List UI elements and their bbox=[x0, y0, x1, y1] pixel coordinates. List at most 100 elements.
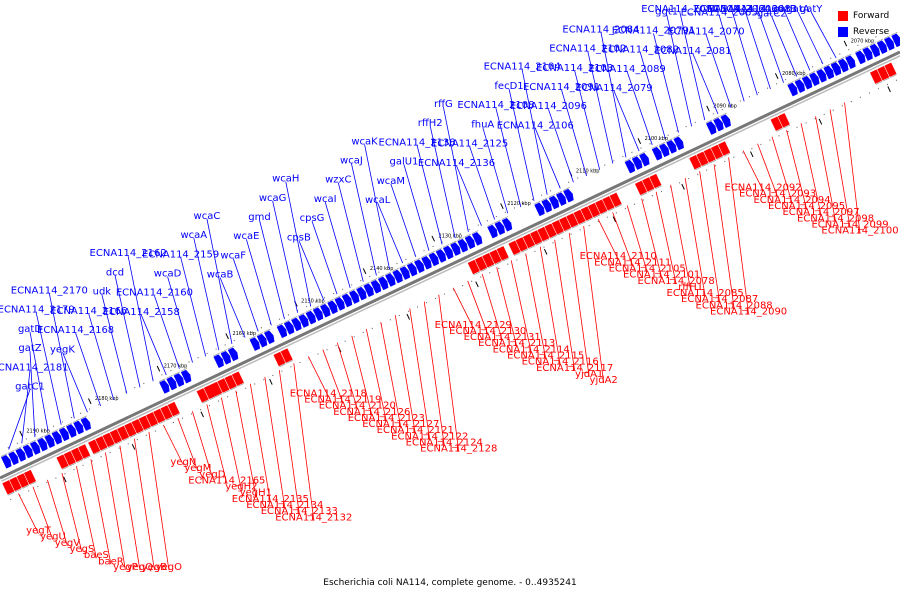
gene-label-text: yegQ bbox=[127, 562, 153, 573]
gene-label: yegQ bbox=[119, 445, 153, 573]
kbp-tick-label: 2110 kbp bbox=[576, 168, 600, 174]
gene-shadow bbox=[101, 447, 108, 452]
gene-shadow bbox=[276, 322, 284, 327]
reverse-gene bbox=[276, 324, 288, 339]
gene-label-text: ECNA114_2091 bbox=[523, 82, 600, 93]
reverse-gene bbox=[651, 146, 663, 161]
kbp-tick-label: 2090 kbp bbox=[713, 103, 737, 109]
gene-label: ECNA114_2124 bbox=[406, 301, 483, 449]
gene-label: ECNA114_2170 bbox=[11, 285, 88, 419]
gene-label-text: wcaM bbox=[377, 176, 405, 187]
gene-label: yegB bbox=[133, 438, 167, 573]
gene-shadow bbox=[8, 449, 15, 454]
gene-shadow bbox=[65, 422, 73, 427]
gene-label: ECNA114_2118 bbox=[290, 356, 367, 399]
reverse-gene bbox=[548, 195, 560, 210]
gene-shadow bbox=[230, 386, 237, 391]
kbp-tick: 2120 kbp bbox=[500, 201, 531, 210]
gene-label: ECNA114_2162 bbox=[90, 248, 167, 382]
reverse-gene bbox=[249, 337, 261, 351]
forward-gene bbox=[95, 436, 108, 451]
gene-label: ECNA114_2179 bbox=[0, 305, 75, 425]
gene-label-text: ECNA114_2159 bbox=[142, 249, 219, 260]
forward-gene bbox=[609, 192, 622, 208]
forward-gene bbox=[508, 240, 521, 256]
gene-label-text: ECNA114_20791 bbox=[612, 25, 696, 36]
reverse-gene bbox=[428, 252, 440, 267]
forward-gene bbox=[280, 348, 293, 363]
gene-shadow bbox=[495, 261, 502, 265]
gene-label-text: ECNA114_2098 bbox=[797, 213, 874, 224]
gene-shadow bbox=[844, 53, 852, 58]
gene-shadow bbox=[15, 446, 22, 450]
forward-gene bbox=[224, 374, 237, 390]
gene-shadow bbox=[202, 399, 209, 404]
gene-shadow bbox=[640, 192, 648, 196]
forward-gene bbox=[467, 259, 480, 275]
reverse-gene bbox=[869, 43, 881, 58]
gene-label: baeS bbox=[76, 466, 109, 561]
gene-label: yegN bbox=[163, 424, 196, 468]
forward-gene bbox=[703, 148, 716, 163]
gene-label-text: ECNA114_2128 bbox=[420, 444, 497, 455]
gene-label-text: yegK bbox=[50, 344, 75, 355]
gene-shadow bbox=[801, 74, 809, 78]
reverse-gene bbox=[706, 121, 717, 135]
forward-gene bbox=[131, 418, 144, 434]
forward-gene bbox=[530, 230, 543, 245]
reverse-gene bbox=[855, 50, 866, 65]
gene-label-text: rffG bbox=[434, 99, 453, 110]
gene-shadow bbox=[421, 254, 428, 258]
gene-label: ECNA114_20791 bbox=[612, 25, 696, 133]
gene-label: ECNA114_2130 bbox=[449, 280, 526, 337]
kbp-tick-label: 2160 kbp bbox=[232, 331, 256, 337]
kbp-tick-mark bbox=[612, 216, 617, 223]
forward-gene bbox=[649, 173, 662, 189]
forward-gene bbox=[78, 444, 91, 459]
forward-gene bbox=[88, 439, 101, 454]
forward-gene bbox=[273, 351, 286, 367]
reverse-gene bbox=[631, 156, 643, 171]
gene-label-text: ECNA114_2123 bbox=[348, 413, 425, 424]
reverse-gene bbox=[541, 199, 553, 213]
gene-label-text: ECNA114_2083 bbox=[720, 4, 797, 15]
kbp-tick-mark bbox=[406, 313, 411, 320]
kbp-tick-label: 2100 kbp bbox=[645, 136, 669, 142]
gene-label: wzxC bbox=[325, 175, 364, 282]
gene-shadow bbox=[631, 154, 639, 159]
reverse-gene bbox=[159, 380, 170, 394]
genome-caption: Escherichia coli NA114, complete genome.… bbox=[323, 578, 577, 588]
gene-label: ECNA114_2128 bbox=[420, 294, 497, 455]
gene-shadow bbox=[15, 488, 22, 493]
gene-shadow bbox=[528, 245, 536, 250]
gene-label: ECNA114_2113 bbox=[478, 267, 555, 349]
reverse-gene bbox=[180, 369, 192, 384]
gene-label: wcaE bbox=[233, 231, 272, 326]
forward-swatch bbox=[838, 11, 848, 21]
forward-gene bbox=[70, 447, 84, 463]
gene-label-text: ECNA114_2114 bbox=[493, 344, 570, 355]
gene-label-text: ECNA114_2116 bbox=[522, 357, 599, 368]
reverse-gene bbox=[320, 303, 331, 318]
gene-shadow bbox=[428, 250, 435, 255]
gene-label: ECNA114_2064 bbox=[694, 4, 771, 96]
gene-shadow bbox=[249, 335, 256, 340]
gene-shadow bbox=[29, 439, 37, 444]
gene-label-text: wcaG bbox=[259, 193, 287, 204]
forward-gene bbox=[710, 144, 723, 160]
gene-label: ECNA114_2127 bbox=[362, 322, 439, 430]
gene-label-text: yegB bbox=[142, 562, 167, 573]
reverse-gene bbox=[370, 279, 382, 294]
gene-shadow bbox=[283, 319, 291, 323]
gene-shadow bbox=[557, 231, 565, 236]
gene-label: ECNA114_2129 bbox=[435, 287, 512, 331]
gene-shadow bbox=[279, 363, 286, 368]
forward-gene bbox=[124, 422, 137, 437]
reverse-gene bbox=[356, 286, 367, 301]
forward-gene bbox=[544, 223, 557, 238]
gene-shadow bbox=[651, 145, 659, 149]
forward-gene bbox=[482, 252, 495, 268]
gene-label-text: ECNA114_2079 bbox=[576, 83, 653, 94]
gene-shadow bbox=[334, 295, 341, 299]
gene-label-text: ECNA114_2087 bbox=[681, 294, 758, 305]
